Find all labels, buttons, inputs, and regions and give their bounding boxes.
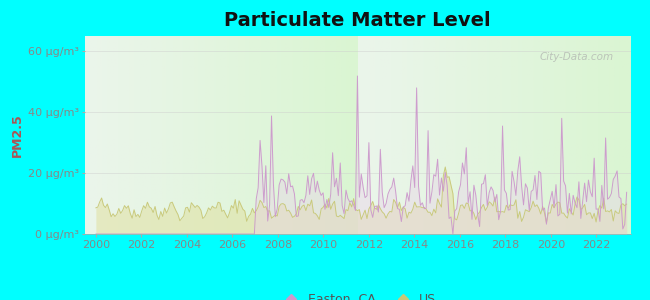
Y-axis label: PM2.5: PM2.5: [10, 113, 23, 157]
Legend: Easton, CA, US: Easton, CA, US: [274, 288, 441, 300]
Text: City-Data.com: City-Data.com: [540, 52, 614, 62]
Title: Particulate Matter Level: Particulate Matter Level: [224, 11, 491, 30]
